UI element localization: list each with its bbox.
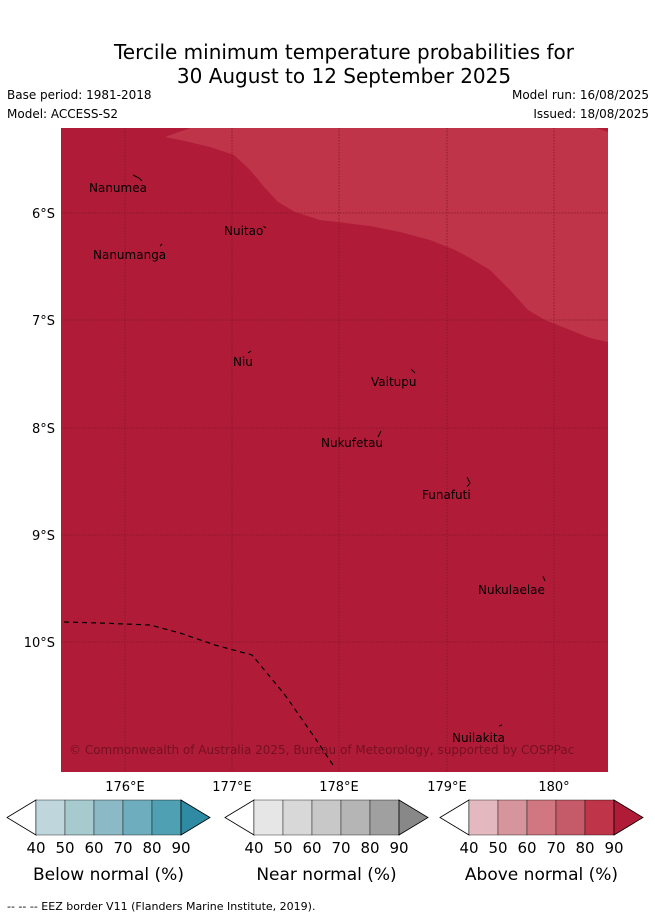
island-niu (247, 350, 252, 354)
legend-tick: 90 (389, 839, 408, 857)
island-nuilakita (498, 724, 503, 727)
place-label: Niu (233, 355, 253, 369)
legend-swatch (497, 799, 528, 836)
island-nanumanga (159, 243, 163, 247)
lon-label: 177°E (212, 780, 252, 795)
legend-tick: 90 (171, 839, 190, 857)
place-label: Nanumea (89, 181, 147, 195)
lat-label: 8°S (32, 422, 55, 437)
place-label: Funafuti (422, 488, 471, 502)
legend-tick: 50 (273, 839, 292, 857)
place-label: Nuitao (224, 224, 263, 238)
legend-swatch (64, 799, 95, 836)
island-nuitao (262, 225, 267, 229)
legend-swatch (93, 799, 124, 836)
island-nukulaelae (542, 575, 546, 582)
graticule (61, 128, 608, 772)
legend-swatch (311, 799, 342, 836)
legend-swatch (468, 799, 499, 836)
legend-title: Above normal (%) (465, 865, 618, 885)
lat-label: 10°S (24, 636, 55, 651)
legend-tick: 70 (331, 839, 350, 857)
lon-label: 179°E (427, 780, 467, 795)
title-line-1: Tercile minimum temperature probabilitie… (113, 40, 575, 64)
legend-tick: 50 (488, 839, 507, 857)
place-label: Nanumanga (93, 248, 166, 262)
legend-swatch (613, 799, 644, 836)
legend-tick: 60 (84, 839, 103, 857)
map-credit: © Commonwealth of Australia 2025, Bureau… (69, 743, 574, 757)
legend-swatch (340, 799, 371, 836)
island-nanumea (132, 174, 143, 182)
legend-2: 40 50 60 70 80 90 Above normal (%) (439, 799, 644, 885)
legend-tick: 40 (26, 839, 45, 857)
base-period: Base period: 1981-2018 (7, 88, 152, 102)
legend-swatch (439, 799, 470, 836)
legend-tick: 70 (546, 839, 565, 857)
legend-title: Below normal (%) (33, 865, 184, 885)
page-title: Tercile minimum temperature probabilitie… (0, 40, 655, 88)
legend-swatch (369, 799, 400, 836)
region-above-80 (165, 128, 608, 342)
lon-label: 180° (538, 780, 569, 795)
island-funafuti (466, 476, 471, 488)
legend-title: Near normal (%) (256, 865, 396, 885)
lon-label: 176°E (105, 780, 145, 795)
legend-swatch (151, 799, 182, 836)
lon-label: 178°E (319, 780, 359, 795)
legend-tick: 80 (142, 839, 161, 857)
legend-tick: 80 (360, 839, 379, 857)
legend-swatch (35, 799, 66, 836)
model-run: Model run: 16/08/2025 (511, 88, 649, 102)
legend-swatch (253, 799, 284, 836)
island-nukufetau (377, 430, 382, 438)
place-label: Nuilakita (452, 731, 505, 745)
legend-tick: 40 (244, 839, 263, 857)
place-label: Nukulaelae (478, 583, 545, 597)
island-vaitupu (410, 368, 416, 374)
legend-swatch (282, 799, 313, 836)
legend-tick: 80 (575, 839, 594, 857)
lat-label: 6°S (32, 207, 55, 222)
legend-swatch (584, 799, 615, 836)
title-line-2: 30 August to 12 September 2025 (176, 64, 512, 88)
eez-footnote: -- -- -- EEZ border V11 (Flanders Marine… (7, 900, 316, 913)
place-label: Nukufetau (321, 436, 383, 450)
legend-tick: 50 (55, 839, 74, 857)
legend-tick: 40 (459, 839, 478, 857)
model-name: Model: ACCESS-S2 (7, 107, 119, 121)
legends: 40 50 60 70 80 90 Below normal (%) 40 50 60 70 80 90… (6, 799, 644, 885)
legend-swatch (398, 799, 429, 836)
eez-border (63, 621, 336, 769)
legend-swatch (6, 799, 37, 836)
lat-label: 7°S (32, 314, 55, 329)
legend-1: 40 50 60 70 80 90 Near normal (%) (224, 799, 429, 885)
legend-tick: 90 (604, 839, 623, 857)
legend-swatch (224, 799, 255, 836)
legend-swatch (526, 799, 557, 836)
issued-date: Issued: 18/08/2025 (533, 107, 649, 121)
legend-0: 40 50 60 70 80 90 Below normal (%) (6, 799, 211, 885)
legend-tick: 70 (113, 839, 132, 857)
legend-swatch (555, 799, 586, 836)
legend-swatch (122, 799, 153, 836)
lat-label: 9°S (32, 529, 55, 544)
legend-tick: 60 (517, 839, 536, 857)
islands (132, 174, 546, 727)
place-label: Vaitupu (371, 375, 417, 389)
legend-swatch (180, 799, 211, 836)
legend-tick: 60 (302, 839, 321, 857)
